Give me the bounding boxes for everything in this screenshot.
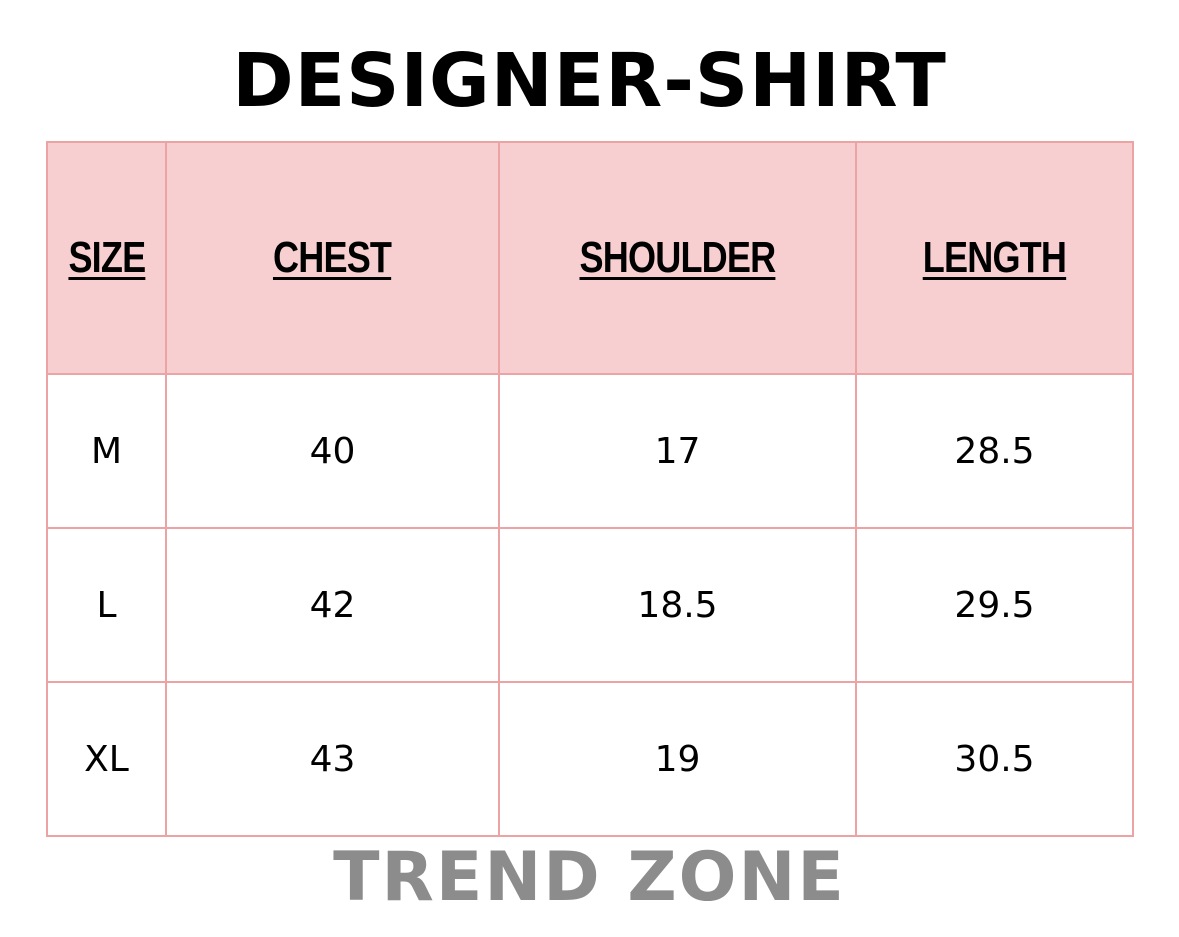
header-label: SHOULDER (579, 233, 777, 282)
page-title: DESIGNER-SHIRT (232, 38, 947, 124)
cell-size: XL (46, 681, 167, 837)
size-chart-table: SIZE CHEST SHOULDER LENGTH M 40 17 28.5 … (46, 141, 1134, 837)
header-chest: CHEST (165, 141, 500, 375)
cell-length: 28.5 (855, 373, 1134, 529)
cell-chest: 40 (165, 373, 500, 529)
cell-shoulder: 19 (498, 681, 857, 837)
table-row: XL 43 19 30.5 (46, 681, 1134, 837)
table-row: L 42 18.5 29.5 (46, 527, 1134, 683)
cell-size: L (46, 527, 167, 683)
header-label: SIZE (68, 233, 146, 282)
cell-shoulder: 18.5 (498, 527, 857, 683)
header-label: LENGTH (922, 233, 1067, 282)
header-length: LENGTH (855, 141, 1134, 375)
cell-length: 29.5 (855, 527, 1134, 683)
header-shoulder: SHOULDER (498, 141, 857, 375)
cell-shoulder: 17 (498, 373, 857, 529)
table-row: M 40 17 28.5 (46, 373, 1134, 529)
cell-size: M (46, 373, 167, 529)
cell-length: 30.5 (855, 681, 1134, 837)
header-label: CHEST (273, 233, 392, 282)
cell-chest: 42 (165, 527, 500, 683)
header-row: SIZE CHEST SHOULDER LENGTH (46, 141, 1134, 375)
cell-chest: 43 (165, 681, 500, 837)
brand-footer: TREND ZONE (333, 838, 846, 917)
header-size: SIZE (46, 141, 167, 375)
